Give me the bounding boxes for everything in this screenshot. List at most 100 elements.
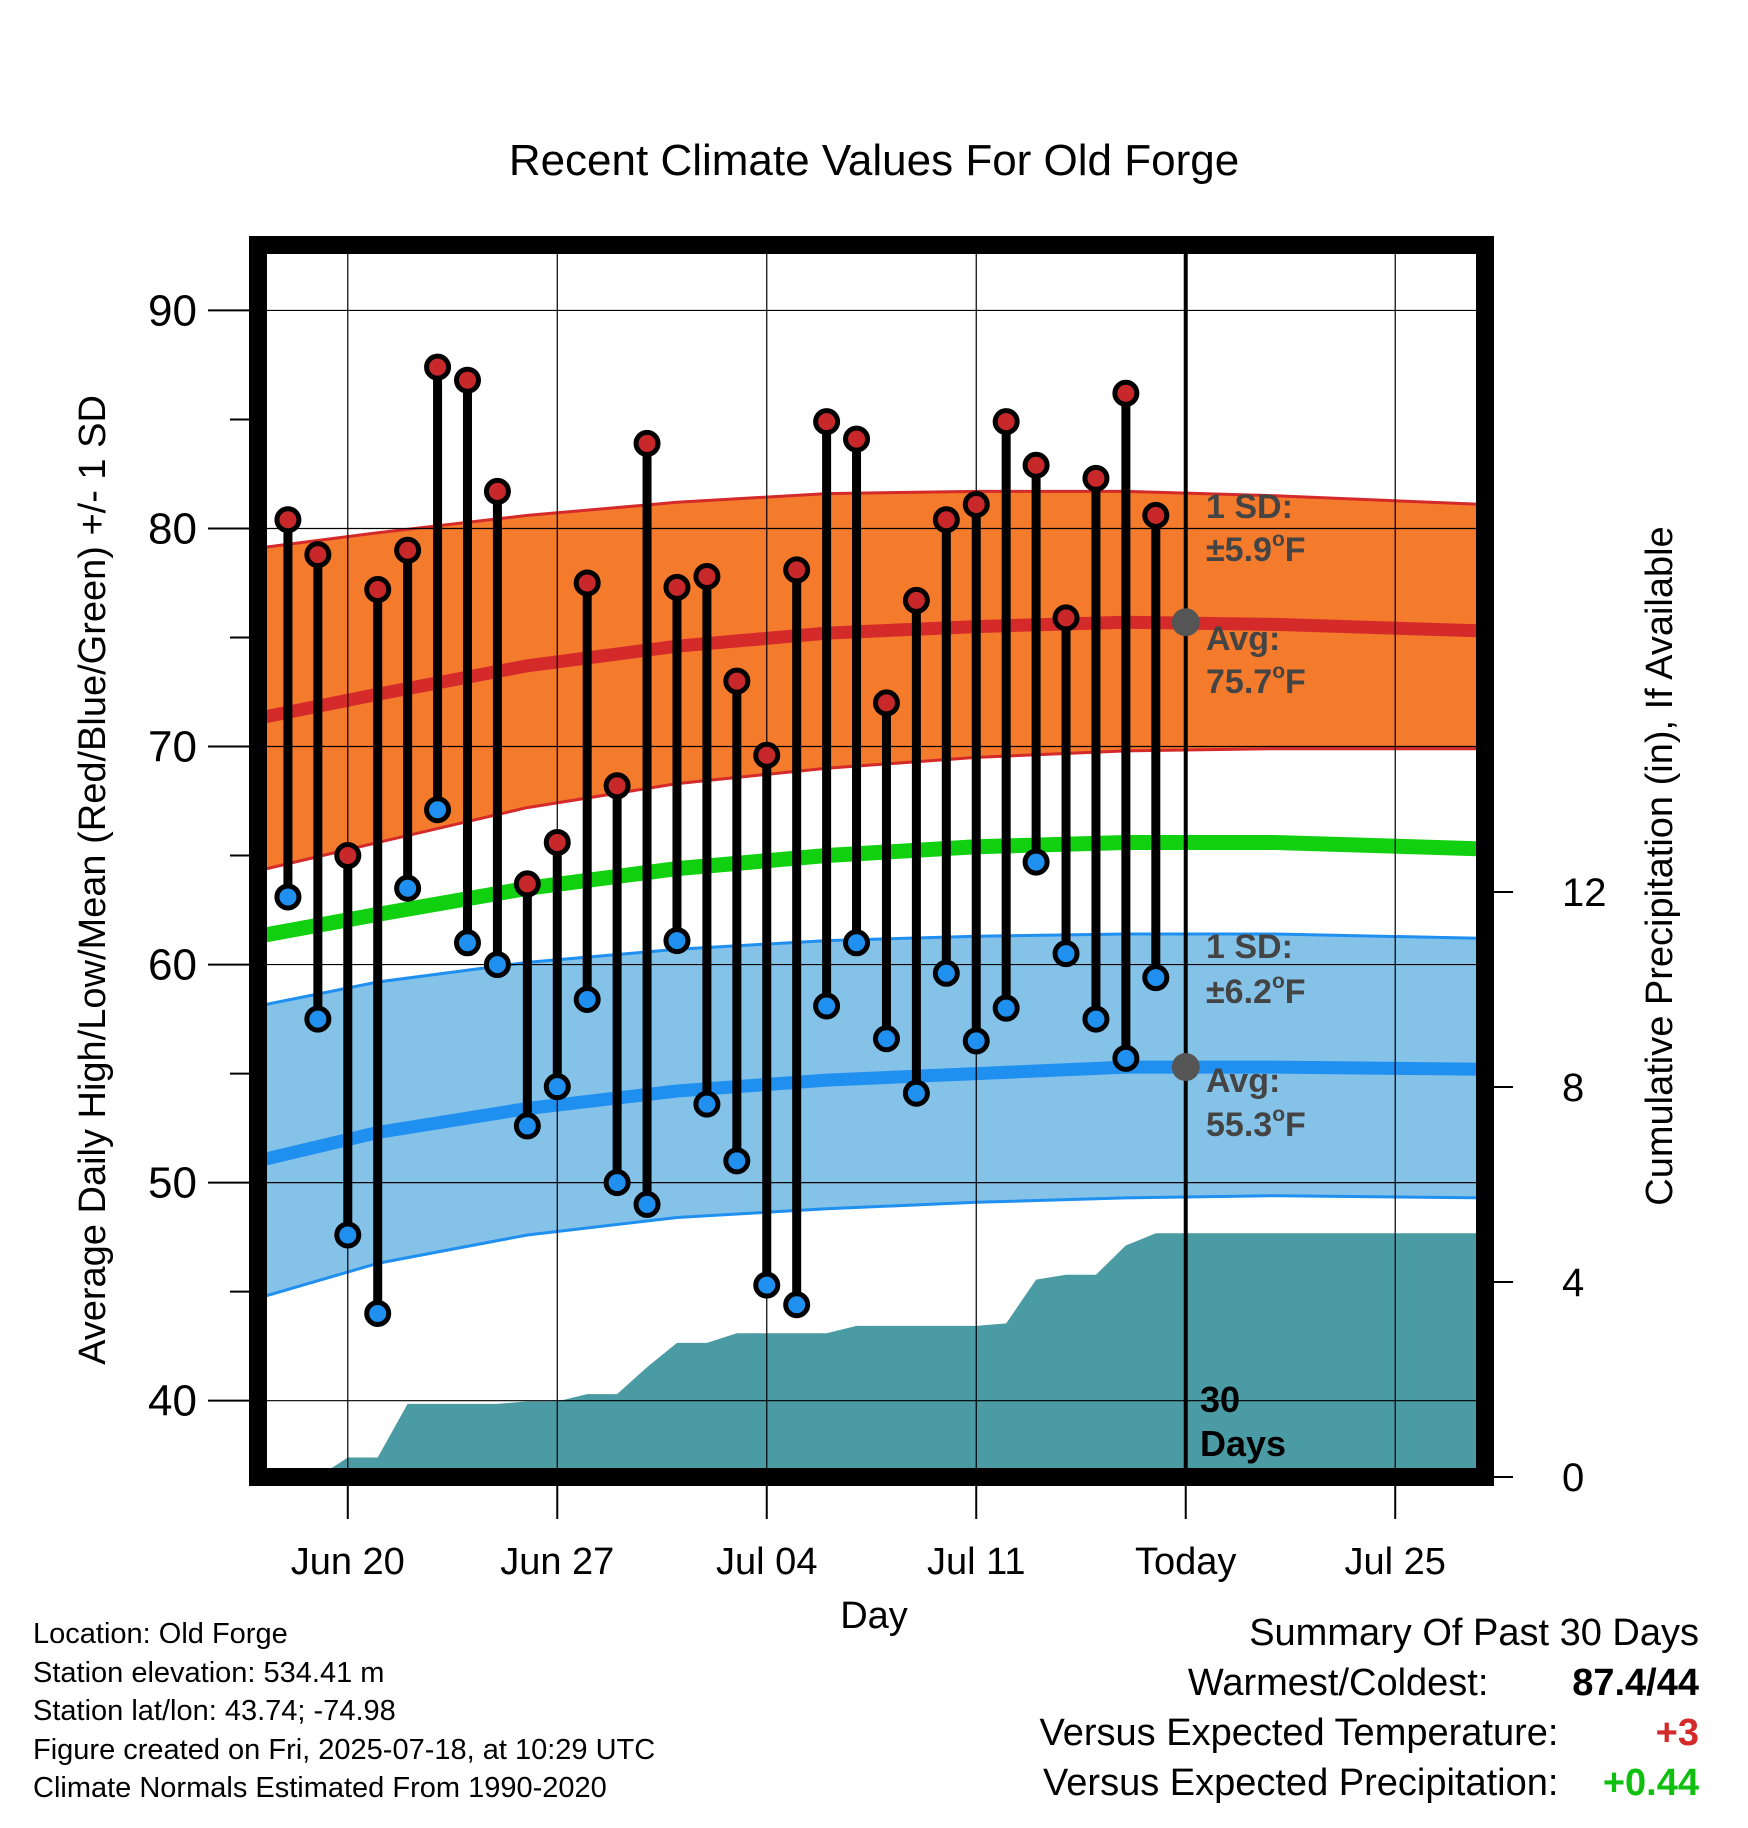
daily-high-point bbox=[513, 870, 541, 898]
daily-high-point bbox=[1082, 464, 1110, 492]
warm-cold-label: Warmest/Coldest: bbox=[1187, 1662, 1489, 1704]
x-tick-label: Jul 25 bbox=[1345, 1541, 1446, 1583]
normals-text: Climate Normals Estimated From 1990-2020 bbox=[33, 1772, 607, 1804]
daily-high-point bbox=[483, 477, 511, 505]
x-tick-label: Jun 20 bbox=[291, 1541, 405, 1583]
y-tick-label: 90 bbox=[148, 286, 197, 335]
daily-low-point bbox=[992, 994, 1020, 1022]
daily-high-point bbox=[872, 689, 900, 717]
daily-low-point bbox=[753, 1271, 781, 1299]
daily-low-point bbox=[902, 1079, 930, 1107]
daily-high-point bbox=[843, 425, 871, 453]
daily-high-point bbox=[1142, 501, 1170, 529]
daily-low-point bbox=[1112, 1044, 1140, 1072]
daily-high-point bbox=[992, 408, 1020, 436]
temp-label: Versus Expected Temperature: bbox=[1039, 1712, 1559, 1754]
summary-title: Summary Of Past 30 Days bbox=[1249, 1612, 1699, 1654]
daily-low-point bbox=[543, 1073, 571, 1101]
daily-low-point bbox=[453, 929, 481, 957]
chart-title: Recent Climate Values For Old Forge bbox=[509, 136, 1239, 185]
plot-content bbox=[258, 245, 1485, 1477]
y2-tick-label: 0 bbox=[1562, 1456, 1584, 1500]
daily-low-point bbox=[334, 1221, 362, 1249]
daily-low-point bbox=[483, 951, 511, 979]
daily-low-point bbox=[573, 985, 601, 1013]
daily-low-point bbox=[274, 883, 302, 911]
low-lower-edge bbox=[258, 1194, 1485, 1300]
daily-high-point bbox=[902, 586, 930, 614]
daily-low-point bbox=[304, 1005, 332, 1033]
daily-low-point bbox=[394, 874, 422, 902]
daily-low-point bbox=[693, 1090, 721, 1118]
daily-high-point bbox=[813, 408, 841, 436]
daily-low-point bbox=[633, 1190, 661, 1218]
y-tick-label: 40 bbox=[148, 1377, 197, 1426]
created-text: Figure created on Fri, 2025-07-18, at 10… bbox=[33, 1733, 656, 1766]
location-text: Location: Old Forge bbox=[33, 1618, 288, 1650]
y-tick-label: 80 bbox=[148, 504, 197, 553]
y2-tick-label: 4 bbox=[1562, 1261, 1584, 1305]
daily-high-point bbox=[453, 366, 481, 394]
y-tick-label: 60 bbox=[148, 941, 197, 990]
high-annotation: 1 SD: ±5.9oF Avg: 75.7oF bbox=[1206, 488, 1306, 701]
y-tick-label: 70 bbox=[148, 723, 197, 772]
elevation-text: Station elevation: 534.41 m bbox=[33, 1656, 385, 1689]
daily-low-point bbox=[932, 959, 960, 987]
high-avg-label: Avg: bbox=[1206, 620, 1280, 658]
x-tick-label: Jul 04 bbox=[716, 1541, 817, 1583]
station-info: Location: Old Forge Station elevation: 5… bbox=[33, 1615, 655, 1808]
daily-high-point bbox=[394, 536, 422, 564]
plot-area bbox=[258, 245, 1485, 1477]
daily-low-point bbox=[783, 1291, 811, 1319]
mean-line bbox=[258, 835, 1485, 944]
daily-high-point bbox=[962, 490, 990, 518]
daily-high-point bbox=[753, 741, 781, 769]
daily-high-point bbox=[633, 429, 661, 457]
summary-warm-cold: Warmest/Coldest: 87.4/44 bbox=[1040, 1658, 1699, 1708]
daily-high-point bbox=[1022, 451, 1050, 479]
x-tick-label: Today bbox=[1135, 1541, 1236, 1583]
today-label: 30 Days bbox=[1200, 1379, 1286, 1464]
today-label-line1: 30 bbox=[1200, 1379, 1240, 1420]
summary-precip: Versus Expected Precipitation: +0.44 bbox=[1040, 1758, 1699, 1808]
low-avg-line bbox=[258, 1060, 1485, 1168]
low-sd-label: 1 SD: bbox=[1206, 928, 1293, 966]
daily-low-point bbox=[1142, 964, 1170, 992]
daily-low-point bbox=[813, 992, 841, 1020]
daily-low-point bbox=[663, 927, 691, 955]
daily-high-point bbox=[543, 828, 571, 856]
today-label-line2: Days bbox=[1200, 1423, 1286, 1464]
daily-high-point bbox=[663, 573, 691, 601]
high-sd-band bbox=[258, 491, 1485, 871]
daily-low-point bbox=[872, 1025, 900, 1053]
daily-low-point bbox=[962, 1027, 990, 1055]
daily-high-point bbox=[1052, 604, 1080, 632]
plot-frame bbox=[249, 236, 1494, 1486]
latlon-text: Station lat/lon: 43.74; -74.98 bbox=[33, 1695, 396, 1727]
temp-value: +3 bbox=[1655, 1712, 1699, 1754]
summary-temp: Versus Expected Temperature: +3 bbox=[1040, 1708, 1699, 1758]
high-sd-value: ±5.9oF bbox=[1206, 528, 1306, 569]
daily-high-point bbox=[304, 541, 332, 569]
daily-high-point bbox=[783, 556, 811, 584]
summary-panel: Summary Of Past 30 Days Warmest/Coldest:… bbox=[1040, 1608, 1699, 1808]
low-sd-value: ±6.2oF bbox=[1206, 970, 1306, 1011]
x-tick-label: Jun 27 bbox=[500, 1541, 614, 1583]
daily-low-point bbox=[603, 1169, 631, 1197]
high-sd-label: 1 SD: bbox=[1206, 488, 1293, 526]
y-axis-label: Average Daily High/Low/Mean (Red/Blue/Gr… bbox=[72, 395, 114, 1365]
high-avg-marker bbox=[1171, 608, 1200, 637]
y2-tick-label: 12 bbox=[1562, 871, 1607, 915]
low-sd-band bbox=[258, 934, 1485, 1299]
y2-axis-label: Cumulative Precipitation (in), If Availa… bbox=[1639, 526, 1681, 1205]
precip-label: Versus Expected Precipitation: bbox=[1043, 1762, 1559, 1804]
low-annotation: 1 SD: ±6.2oF Avg: 55.3oF bbox=[1206, 928, 1306, 1144]
x-axis-label: Day bbox=[840, 1595, 908, 1637]
warm-cold-value: 87.4/44 bbox=[1572, 1662, 1699, 1704]
daily-low-point bbox=[513, 1112, 541, 1140]
daily-low-point bbox=[1052, 940, 1080, 968]
y-tick-label: 50 bbox=[148, 1159, 197, 1208]
y2-tick-label: 8 bbox=[1562, 1066, 1584, 1110]
